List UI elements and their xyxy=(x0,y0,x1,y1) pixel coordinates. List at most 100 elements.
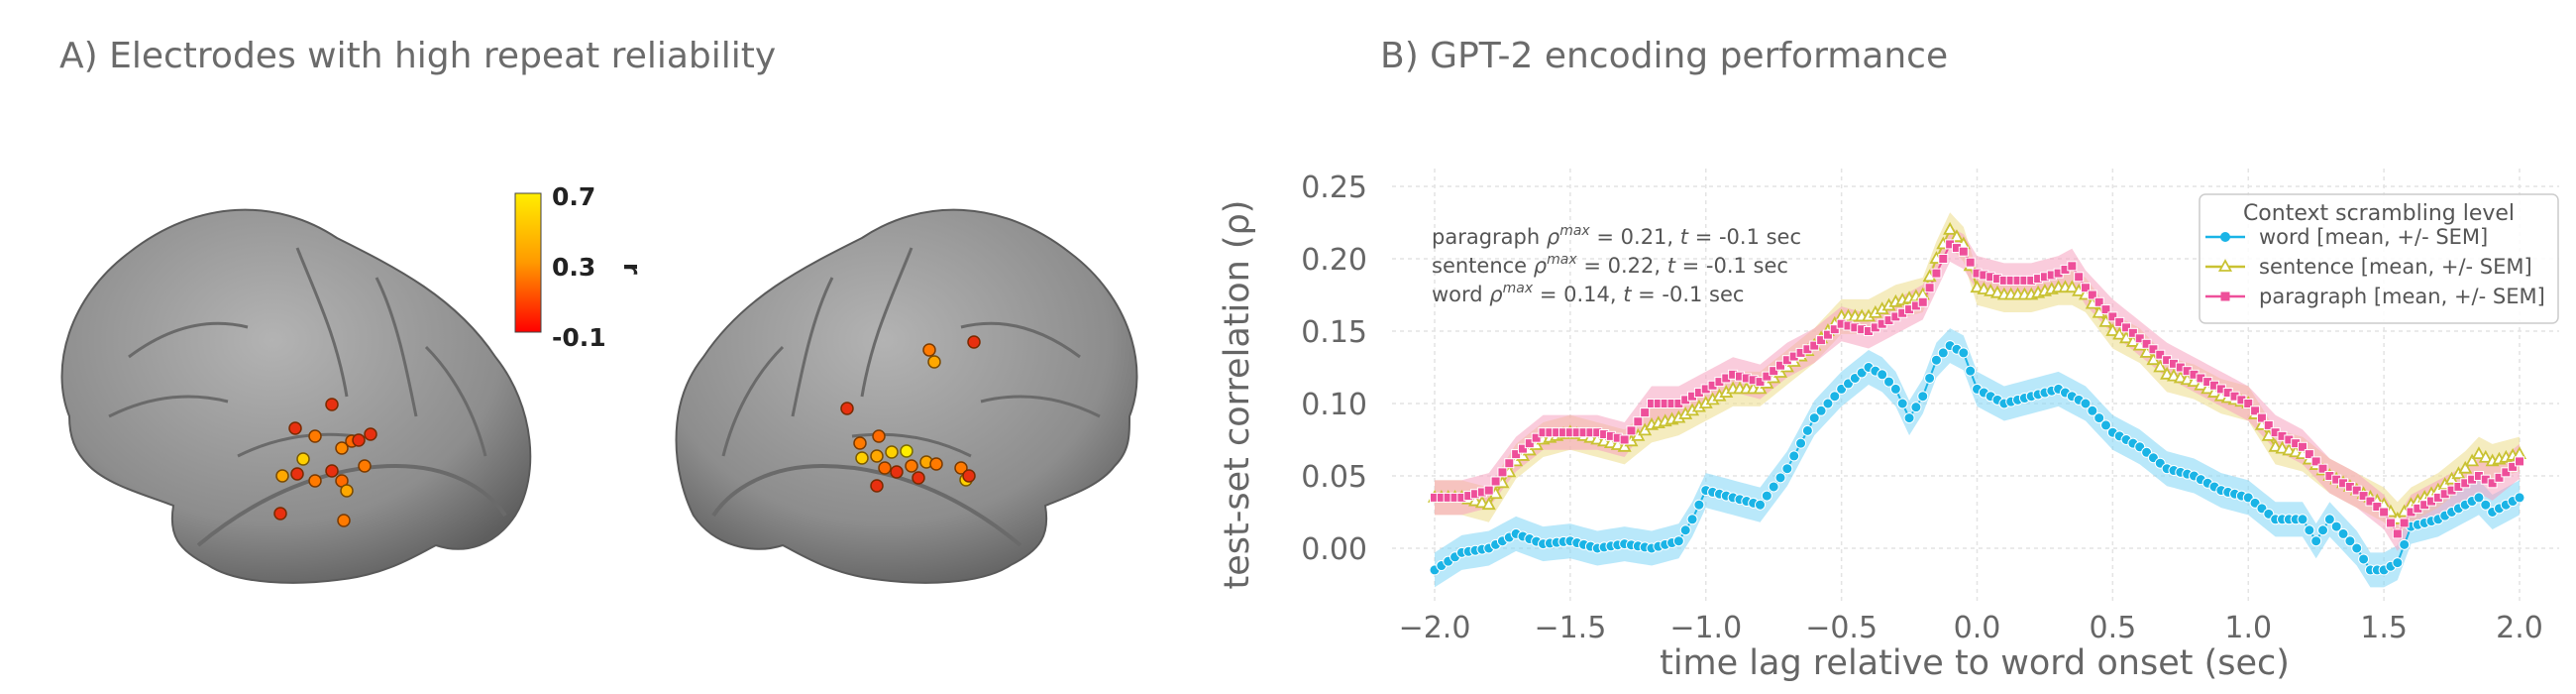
data-point xyxy=(2153,359,2168,373)
data-point xyxy=(1640,407,1651,418)
data-point xyxy=(1822,398,1834,409)
peak-annotations: paragraph ρmax = 0.21, t = -0.1 sec sente… xyxy=(1432,223,1801,306)
data-point xyxy=(2508,461,2519,472)
right-hemisphere xyxy=(675,208,1138,584)
x-tick-label: −2.0 xyxy=(1399,611,1471,645)
legend-title: Context scrambling level xyxy=(2243,201,2515,226)
electrode xyxy=(337,514,351,527)
data-point xyxy=(2105,323,2120,336)
data-point xyxy=(2310,535,2322,547)
right-electrodes xyxy=(840,335,981,493)
data-point xyxy=(1816,335,1827,346)
tick-labels: −2.0 −1.5 −1.0 −0.5 0.0 0.5 1.0 1.5 2.0 0.00 0.05 0… xyxy=(1301,171,2543,645)
electrode xyxy=(855,451,869,465)
electrode xyxy=(905,459,918,473)
electrode xyxy=(870,449,884,463)
x-axis-label: time lag relative to word onset (sec) xyxy=(1660,643,2290,683)
data-point xyxy=(1877,369,1888,381)
data-point xyxy=(1937,347,1949,359)
legend: Context scrambling level word [mean, +/-… xyxy=(2199,193,2559,324)
data-point xyxy=(1490,476,1501,487)
data-point xyxy=(1965,257,1976,268)
electrode xyxy=(929,457,943,471)
data-point xyxy=(1883,376,1895,388)
data-point xyxy=(1829,391,1841,403)
data-point xyxy=(2487,478,2498,489)
panel-b-title: B) GPT-2 encoding performance xyxy=(1380,36,1949,76)
electrode xyxy=(885,445,899,459)
data-point xyxy=(1829,324,1840,335)
data-point xyxy=(1626,425,1637,436)
data-point xyxy=(1769,366,1779,377)
data-point xyxy=(2351,485,2362,496)
data-point xyxy=(1958,347,1970,359)
electrode xyxy=(325,464,339,478)
data-point xyxy=(1693,499,1705,511)
data-point xyxy=(1497,467,1508,478)
data-point xyxy=(1517,443,1528,454)
electrode xyxy=(364,427,377,441)
data-point xyxy=(1774,472,1786,484)
data-point xyxy=(2298,441,2308,452)
peak-annotation: word ρmax = 0.14, t = -0.1 sec xyxy=(1432,281,1744,306)
x-tick-label: −1.0 xyxy=(1669,611,1742,645)
data-point xyxy=(2372,502,2383,513)
y-tick-label: 0.10 xyxy=(1301,388,1367,422)
y-tick-label: 0.15 xyxy=(1301,315,1367,350)
data-point xyxy=(2379,507,2390,518)
peak-annotation: paragraph ρmax = 0.21, t = -0.1 sec xyxy=(1432,223,1801,249)
panel-a-title: A) Electrodes with high repeat reliabili… xyxy=(59,36,777,76)
data-point xyxy=(1483,485,1494,496)
data-point xyxy=(1965,365,1977,377)
data-point xyxy=(2501,467,2512,478)
electrode xyxy=(870,479,884,493)
x-tick-label: 1.0 xyxy=(2224,611,2272,645)
data-point xyxy=(2478,449,2493,463)
electrode xyxy=(335,441,349,455)
legend-marker-2 xyxy=(2220,291,2230,301)
electrode xyxy=(288,421,302,435)
data-point xyxy=(2065,280,2080,293)
y-axis-label: test-set correlation (ρ) xyxy=(1218,200,1257,590)
data-point xyxy=(1889,383,1901,395)
data-point xyxy=(2399,538,2411,550)
data-point xyxy=(2155,349,2166,360)
electrode xyxy=(308,474,322,488)
data-point xyxy=(1931,268,1942,279)
series-markers xyxy=(1427,221,2527,576)
data-point xyxy=(1924,372,1936,384)
data-point xyxy=(1917,296,1928,307)
x-tick-label: 0.5 xyxy=(2090,611,2137,645)
legend-box xyxy=(2199,193,2559,324)
legend-marker-1 xyxy=(2217,259,2233,272)
data-point xyxy=(2480,499,2492,511)
data-point xyxy=(2304,524,2315,536)
brain-panel: 0.7 0.3 -0.1 r xyxy=(60,182,1138,584)
y-tick-label: 0.25 xyxy=(1301,171,1367,205)
electrode xyxy=(890,465,904,479)
data-point xyxy=(1524,438,1535,449)
electrode xyxy=(954,461,968,475)
data-point xyxy=(1930,354,1942,366)
colorbar-min-label: -0.1 xyxy=(552,323,606,352)
data-point xyxy=(1822,329,1833,340)
data-point xyxy=(2093,412,2105,424)
colorbar-mid-label: 0.3 xyxy=(552,253,595,282)
data-point xyxy=(1910,402,1922,413)
legend-label-1: sentence [mean, +/- SEM] xyxy=(2259,255,2532,279)
electrode xyxy=(296,452,310,466)
data-point xyxy=(2358,553,2370,565)
data-point xyxy=(1672,535,1684,547)
data-point xyxy=(2263,419,2274,430)
data-point xyxy=(2323,514,2335,525)
data-point xyxy=(1511,449,1522,460)
data-point xyxy=(2134,333,2145,344)
data-point xyxy=(2093,296,2104,307)
y-tick-label: 0.00 xyxy=(1301,532,1367,567)
data-point xyxy=(1896,398,1908,409)
electrode xyxy=(912,471,925,485)
electrode xyxy=(308,429,322,443)
data-point xyxy=(1801,424,1813,436)
data-point xyxy=(1761,490,1772,502)
